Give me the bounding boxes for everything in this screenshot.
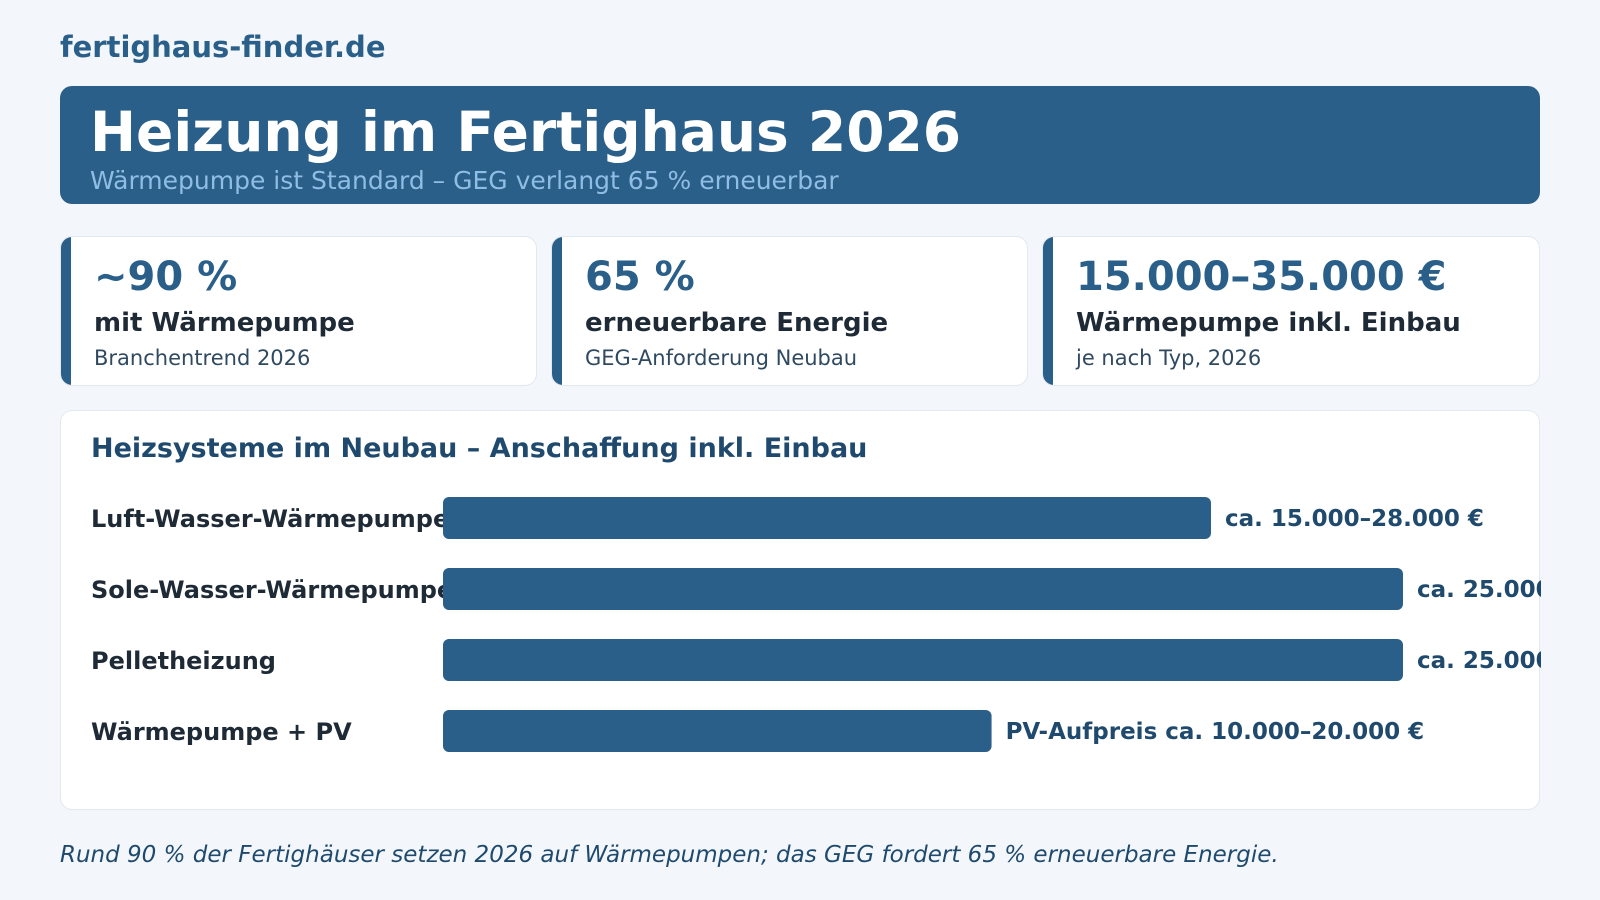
stat-note: je nach Typ, 2026 <box>1076 346 1262 370</box>
page-title: Heizung im Fertighaus 2026 <box>90 100 962 164</box>
bar-chart-svg: Luft-Wasser-Wärmepumpe ca. 15.000–28.000 … <box>91 497 1541 752</box>
chart-title: Heizsysteme im Neubau – Anschaffung inkl… <box>91 433 868 464</box>
bar <box>443 639 1403 681</box>
category-label: Sole-Wasser-Wärmepumpe <box>91 576 453 604</box>
stat-card-heat-pump-cost: 15.000–35.000 € Wärmepumpe inkl. Einbau … <box>1042 236 1540 386</box>
value-label: ca. 15.000–28.000 € <box>1225 506 1484 532</box>
stat-value: 15.000–35.000 € <box>1076 254 1447 300</box>
stat-value: 65 % <box>585 254 695 300</box>
stat-value: ~90 % <box>94 254 238 300</box>
value-label: PV-Aufpreis ca. 10.000–20.000 € <box>1006 719 1425 745</box>
stat-card-renewable-share: 65 % erneuerbare Energie GEG-Anforderung… <box>551 236 1028 386</box>
stat-label: mit Wärmepumpe <box>94 308 355 338</box>
bar <box>443 568 1403 610</box>
footnote: Rund 90 % der Fertighäuser setzen 2026 a… <box>60 842 1279 868</box>
value-label: ca. 25.000–3 <box>1417 648 1541 674</box>
hero-banner: Heizung im Fertighaus 2026 Wärmepumpe is… <box>60 86 1540 204</box>
bar <box>443 497 1211 539</box>
heating-cost-chart: Heizsysteme im Neubau – Anschaffung inkl… <box>60 410 1541 810</box>
stat-label: erneuerbare Energie <box>585 308 889 338</box>
stat-note: GEG-Anforderung Neubau <box>585 346 858 370</box>
stat-cards: ~90 % mit Wärmepumpe Branchentrend 2026 … <box>60 236 1540 386</box>
category-label: Luft-Wasser-Wärmepumpe <box>91 505 449 533</box>
site-brand: fertighaus-finder.de <box>60 30 386 64</box>
stat-note: Branchentrend 2026 <box>94 346 311 370</box>
category-label: Pelletheizung <box>91 647 276 675</box>
category-label: Wärmepumpe + PV <box>91 718 352 746</box>
bar <box>443 710 992 752</box>
stat-label: Wärmepumpe inkl. Einbau <box>1076 308 1461 338</box>
stat-card-heat-pump-share: ~90 % mit Wärmepumpe Branchentrend 2026 <box>60 236 537 386</box>
value-label: ca. 25.000–3 <box>1417 577 1541 603</box>
page-subtitle: Wärmepumpe ist Standard – GEG verlangt 6… <box>90 166 839 195</box>
